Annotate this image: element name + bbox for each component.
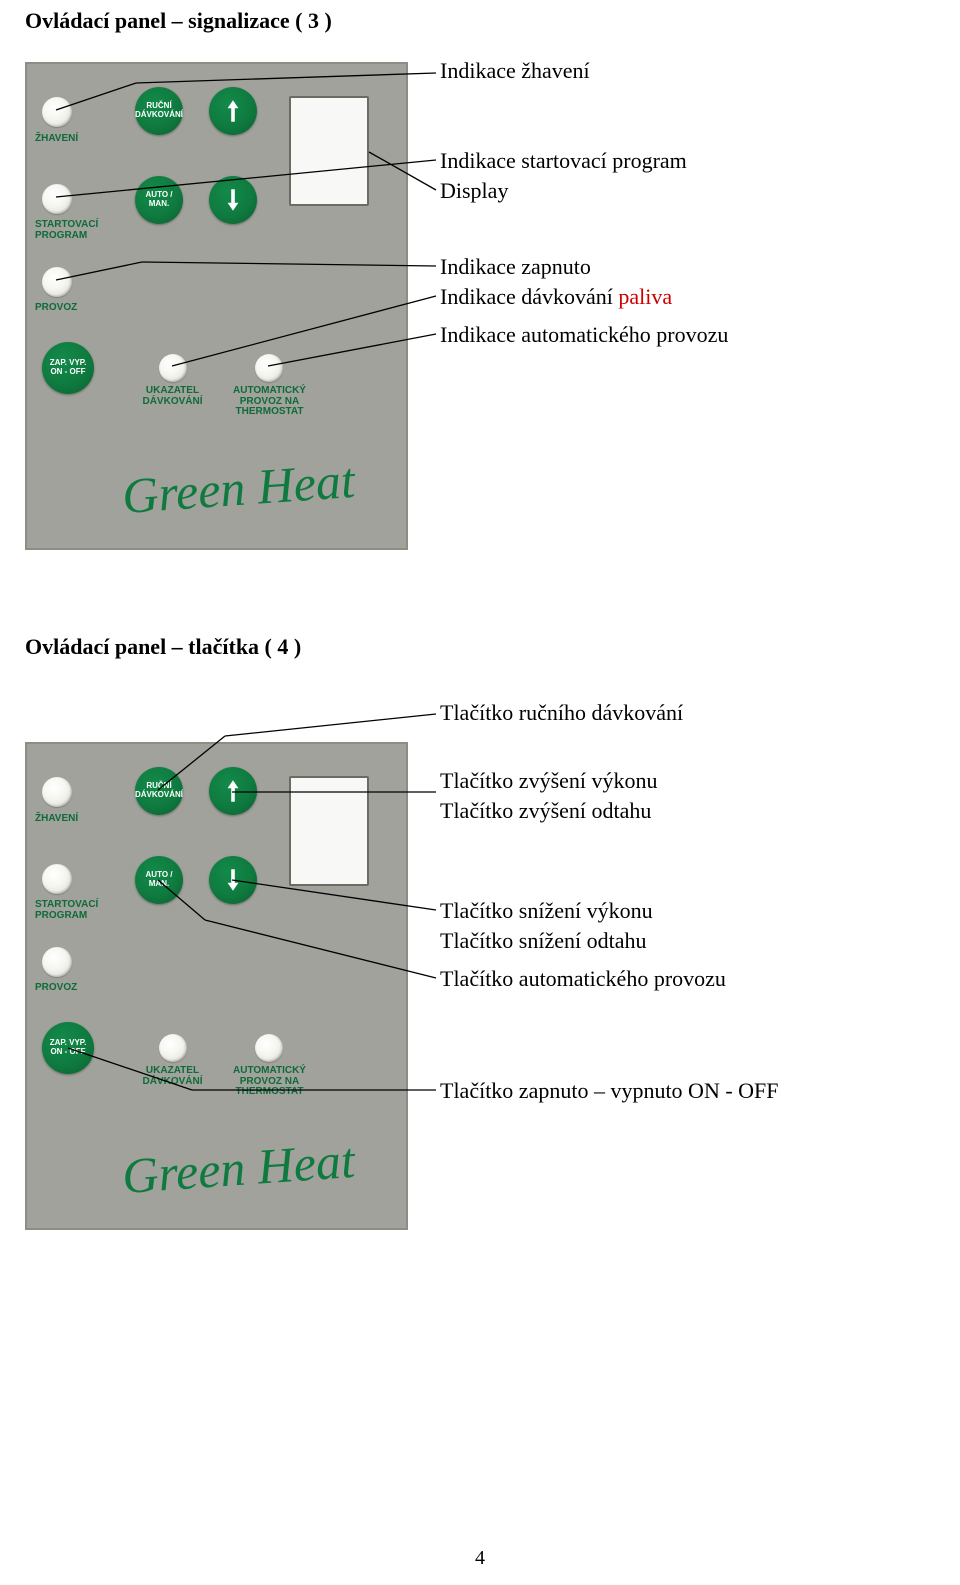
s2-label-rucni: Tlačítko ručního dávkování	[440, 700, 683, 726]
s2-label-snizeni-odtahu: Tlačítko snížení odtahu	[440, 928, 647, 954]
control-panel-2: ŽHAVENÍ STARTOVACÍ PROGRAM PROVOZ RUČNÍ …	[25, 742, 408, 1230]
p2-btn-down	[209, 856, 257, 904]
section2-title: Ovládací panel – tlačítka ( 4 )	[25, 634, 301, 660]
s1-label-start: Indikace startovací program	[440, 148, 687, 174]
p2-btn-up	[209, 767, 257, 815]
s1-davkovani-red: paliva	[618, 284, 672, 309]
p2-btn-rucni: RUČNÍ DÁVKOVÁNÍ	[135, 767, 183, 815]
brand-signature: Green Heat	[120, 451, 356, 525]
p2-led-zhaveni	[42, 777, 72, 807]
s1-label-zhaveni: Indikace žhavení	[440, 58, 590, 84]
s2-label-zvyseni-odtahu: Tlačítko zvýšení odtahu	[440, 798, 651, 824]
p2-btn-automan: AUTO / MAN.	[135, 856, 183, 904]
section1-title: Ovládací panel – signalizace ( 3 )	[25, 8, 332, 34]
s2-label-onoff: Tlačítko zapnuto – vypnuto ON - OFF	[440, 1078, 779, 1104]
p2-display	[289, 776, 369, 886]
page-number: 4	[475, 1547, 485, 1570]
p2-label-zhaveni: ŽHAVENÍ	[35, 814, 78, 825]
panel-btn-automan: AUTO / MAN.	[135, 176, 183, 224]
p2-btn-onoff: ZAP. VYP. ON - OFF	[42, 1022, 94, 1074]
p2-label-ukazatel: UKAZATEL DÁVKOVÁNÍ	[135, 1066, 210, 1087]
s1-label-auto: Indikace automatického provozu	[440, 322, 728, 348]
led-provoz	[42, 267, 72, 297]
panel-label-start: STARTOVACÍ PROGRAM	[35, 220, 110, 241]
panel-btn-onoff: ZAP. VYP. ON - OFF	[42, 342, 94, 394]
s1-label-davkovani: Indikace dávkování paliva	[440, 284, 672, 310]
led-start	[42, 184, 72, 214]
s2-label-zvyseni-vykonu: Tlačítko zvýšení výkonu	[440, 768, 658, 794]
p2-led-ukazatel	[159, 1034, 187, 1062]
p2-label-start: STARTOVACÍ PROGRAM	[35, 900, 110, 921]
s1-label-zapnuto: Indikace zapnuto	[440, 254, 591, 280]
p2-led-autoprovoz	[255, 1034, 283, 1062]
panel-label-ukazatel: UKAZATEL DÁVKOVÁNÍ	[135, 386, 210, 407]
led-autoprovoz	[255, 354, 283, 382]
panel-label-provoz: PROVOZ	[35, 303, 77, 314]
p2-label-provoz: PROVOZ	[35, 983, 77, 994]
panel-label-autoprovoz: AUTOMATICKÝ PROVOZ NA THERMOSTAT	[222, 386, 317, 418]
panel-display	[289, 96, 369, 206]
s2-label-snizeni-vykonu: Tlačítko snížení výkonu	[440, 898, 653, 924]
led-ukazatel	[159, 354, 187, 382]
s1-davkovani-pre: Indikace dávkování	[440, 284, 618, 309]
p2-label-autoprovoz: AUTOMATICKÝ PROVOZ NA THERMOSTAT	[222, 1066, 317, 1098]
panel-label-zhaveni: ŽHAVENÍ	[35, 134, 78, 145]
panel-btn-rucni: RUČNÍ DÁVKOVÁNÍ	[135, 87, 183, 135]
p2-led-start	[42, 864, 72, 894]
panel-btn-up	[209, 87, 257, 135]
control-panel-1: ŽHAVENÍ STARTOVACÍ PROGRAM PROVOZ RUČNÍ …	[25, 62, 408, 550]
led-zhaveni	[42, 97, 72, 127]
s2-label-auto: Tlačítko automatického provozu	[440, 966, 726, 992]
s1-label-display: Display	[440, 178, 508, 204]
panel-btn-down	[209, 176, 257, 224]
p2-brand-signature: Green Heat	[120, 1131, 356, 1205]
p2-led-provoz	[42, 947, 72, 977]
